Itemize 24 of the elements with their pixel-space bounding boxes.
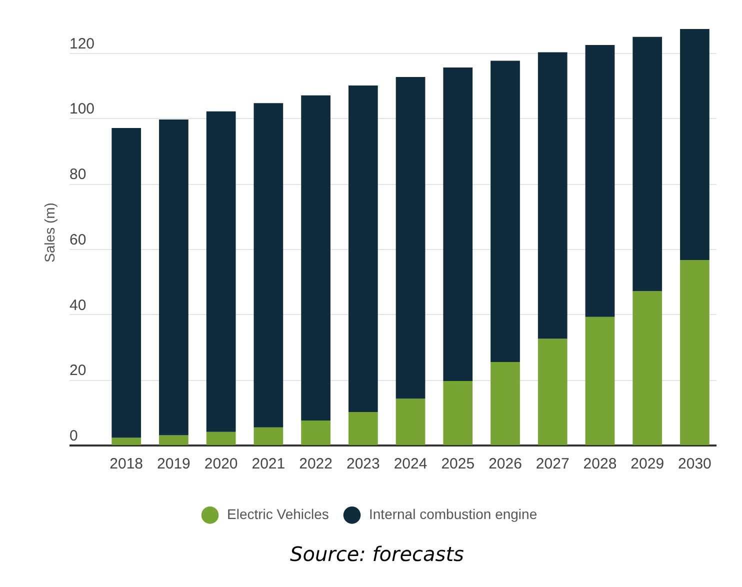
x-tick-label: 2019 [157,456,190,472]
legend-label: Internal combustion engine [369,506,538,522]
x-tick-label: 2030 [678,456,712,472]
y-tick-label: 20 [70,362,86,380]
y-tick-label: 40 [70,296,86,314]
x-tick-label: 2026 [488,456,522,472]
x-tick-label: 2023 [346,456,380,472]
y-tick-label: 80 [70,166,86,184]
legend-label: Electric Vehicles [227,506,329,522]
y-tick-label: 60 [70,231,86,248]
source-note: Source: forecasts [290,542,464,566]
x-tick-label: 2027 [536,456,570,472]
x-tick-label: 2025 [441,456,475,472]
y-axis-title: Sales (m) [42,202,58,262]
y-tick-label: 0 [70,428,78,444]
x-tick-label: 2028 [583,456,617,472]
y-tick-label: 100 [70,100,95,118]
x-tick-label: 2029 [630,456,664,472]
x-tick-label: 2022 [299,456,332,472]
x-tick-label: 2018 [110,456,144,472]
x-tick-label: 2021 [252,456,286,472]
x-tick-label: 2024 [394,456,428,472]
x-tick-label: 2020 [204,456,238,472]
y-tick-label: 120 [70,35,95,52]
